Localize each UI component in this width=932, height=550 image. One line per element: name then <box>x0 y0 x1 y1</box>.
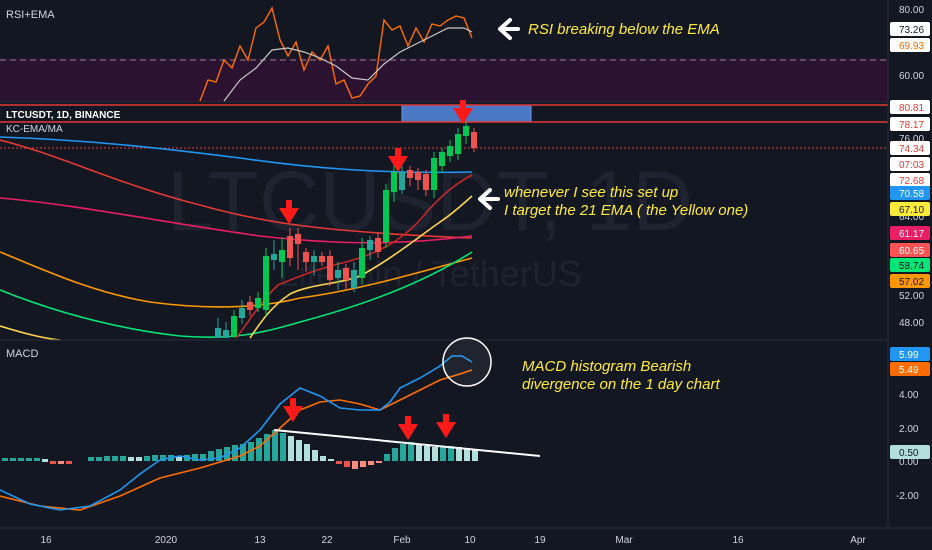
svg-text:80.81: 80.81 <box>899 103 924 114</box>
svg-text:57.02: 57.02 <box>899 277 924 288</box>
price-price-badge: 78.17 <box>890 117 930 131</box>
time-label: 10 <box>464 535 476 546</box>
rsi-ema-line <box>223 27 473 102</box>
svg-text:58.74: 58.74 <box>899 261 924 272</box>
price-badges: 73.26 69.93 80.81 78.17 74.34 07:03 72.68 70.58… <box>890 22 930 459</box>
svg-text:5.49: 5.49 <box>899 365 919 376</box>
ema-note-line2: I target the 21 EMA ( the Yellow one) <box>504 202 748 219</box>
macd-price-badge: 5.99 <box>890 347 930 361</box>
price-price-badge: 07:03 <box>890 157 930 171</box>
macd-line <box>0 355 473 511</box>
time-label: 2020 <box>155 535 178 546</box>
macd-price-badge: 0.50 <box>890 445 930 459</box>
time-label: Mar <box>615 535 633 546</box>
rsi-price-badge: 73.26 <box>890 22 930 36</box>
divergence-circle <box>442 337 492 387</box>
svg-text:69.93: 69.93 <box>899 41 924 52</box>
price-price-badge: 60.65 <box>890 243 930 257</box>
macd-note-line2: divergence on the 1 day chart <box>522 376 720 393</box>
rsi-note: RSI breaking below the EMA <box>528 21 720 38</box>
price-tick-48: 48.00 <box>899 318 924 329</box>
price-tick-64: 64.00 <box>899 212 924 223</box>
time-label: Feb <box>393 535 411 546</box>
macd-price-badge: 5.49 <box>890 362 930 376</box>
svg-text:5.99: 5.99 <box>899 350 919 361</box>
ema-green-curve <box>0 251 473 338</box>
price-price-badge: 57.02 <box>890 274 930 288</box>
time-label: 19 <box>534 535 546 546</box>
svg-text:70.58: 70.58 <box>899 189 924 200</box>
macd-arrow-2 <box>398 416 418 440</box>
macd-tick-2: 2.00 <box>899 424 919 435</box>
rsi-title: RSI+EMA <box>6 9 55 21</box>
time-label: 16 <box>40 535 52 546</box>
macd-tick-0: 0.00 <box>899 457 919 468</box>
macd-tick-4: 4.00 <box>899 390 919 401</box>
svg-text:78.17: 78.17 <box>899 120 924 131</box>
svg-text:74.34: 74.34 <box>899 144 924 155</box>
svg-text:60.65: 60.65 <box>899 246 924 257</box>
price-price-badge: 67.10 <box>890 202 930 216</box>
price-pane[interactable]: LTCUSDT, 1D Litecoin / TetherUS LTCUSDT,… <box>0 100 888 341</box>
svg-text:67.10: 67.10 <box>899 205 924 216</box>
ema-200-blue <box>0 136 473 174</box>
macd-arrow-3 <box>436 414 456 438</box>
price-price-badge: 74.34 <box>890 141 930 155</box>
macd-arrow-1 <box>283 398 303 422</box>
macd-note-line1: MACD histogram Bearish <box>522 358 691 375</box>
time-label: 16 <box>732 535 744 546</box>
price-price-badge: 58.74 <box>890 258 930 272</box>
rsi-band <box>0 58 888 102</box>
time-axis[interactable]: 16 2020 13 22 Feb 10 19 Mar 16 Apr <box>0 527 932 546</box>
ema-orange-curve <box>0 251 473 308</box>
rsi-pane[interactable]: RSI+EMA <box>0 6 888 102</box>
macd-pane[interactable]: MACD MACD histogram Bearish divergence o… <box>0 337 720 511</box>
divergence-trendline <box>273 429 541 457</box>
rsi-line <box>199 6 473 102</box>
price-price-badge: 80.81 <box>890 100 930 114</box>
indicator-title: KC-EMA/MA <box>6 124 63 135</box>
rsi-note-arrow-icon <box>498 18 520 40</box>
watermark-symbol: LTCUSDT, 1D <box>167 154 693 248</box>
rsi-tick-60: 60.00 <box>899 71 924 82</box>
rsi-tick-80: 80.00 <box>899 5 924 16</box>
price-scale[interactable]: 80.00 60.00 76.00 64.00 52.00 48.00 4.00… <box>887 0 932 528</box>
svg-text:73.26: 73.26 <box>899 25 924 36</box>
price-tick-76: 76.00 <box>899 134 924 145</box>
ema-note-line1: whenever I see this set up <box>504 184 678 201</box>
time-label: Apr <box>850 535 866 546</box>
ema-pink-curve <box>0 197 473 244</box>
price-price-badge: 61.17 <box>890 226 930 240</box>
time-label: 13 <box>254 535 266 546</box>
candles <box>215 122 477 338</box>
macd-title: MACD <box>6 348 38 360</box>
price-price-badge: 70.58 <box>890 186 930 200</box>
macd-histogram <box>2 430 478 469</box>
price-tick-52: 52.00 <box>899 291 924 302</box>
price-arrow-2 <box>388 148 408 172</box>
svg-text:0.50: 0.50 <box>899 448 919 459</box>
macd-tick-neg2: -2.00 <box>896 491 919 502</box>
rsi-price-badge: 69.93 <box>890 38 930 52</box>
price-arrow-3 <box>453 100 473 124</box>
ema-red-curve <box>0 139 473 239</box>
svg-text:72.68: 72.68 <box>899 176 924 187</box>
ema-note-arrow-icon <box>478 188 500 210</box>
svg-text:61.17: 61.17 <box>899 229 924 240</box>
svg-text:07:03: 07:03 <box>899 160 924 171</box>
time-label: 22 <box>321 535 333 546</box>
price-price-badge: 72.68 <box>890 173 930 187</box>
price-arrow-1 <box>279 200 299 224</box>
symbol-title: LTCUSDT, 1D, BINANCE <box>6 110 121 121</box>
